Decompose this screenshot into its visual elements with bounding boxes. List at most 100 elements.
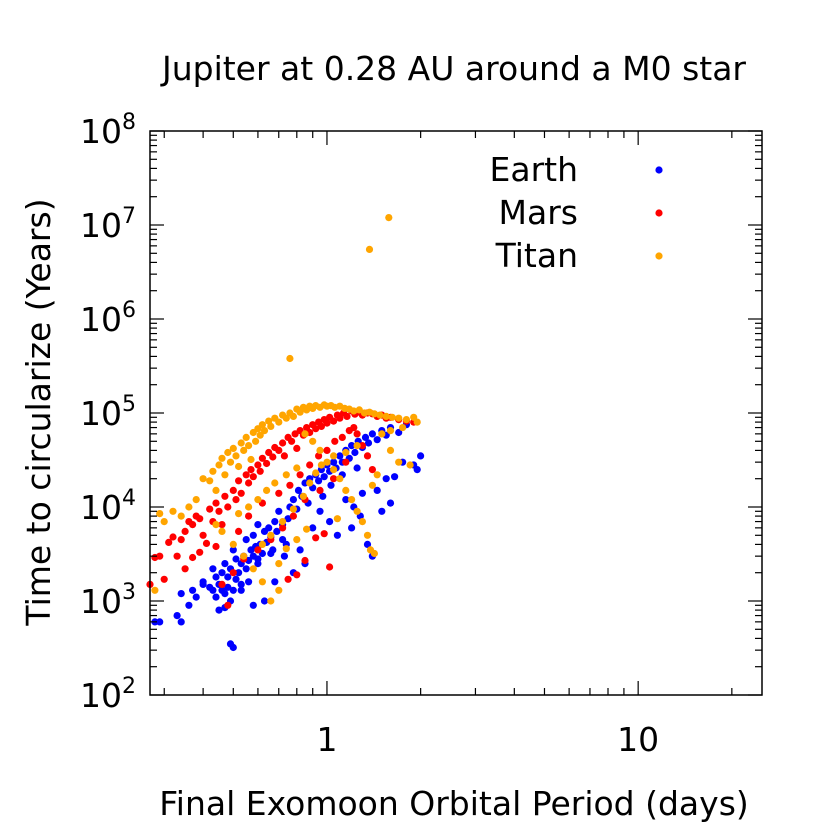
- data-point-mars: [242, 471, 250, 479]
- data-point-earth: [279, 536, 287, 544]
- data-point-titan: [275, 560, 283, 568]
- data-point-titan: [156, 509, 164, 518]
- data-point-earth: [320, 473, 328, 481]
- data-point-earth: [378, 507, 386, 515]
- data-point-titan: [229, 540, 237, 549]
- data-point-mars: [363, 452, 372, 460]
- data-point-titan: [388, 413, 396, 421]
- data-point-mars: [258, 454, 266, 462]
- data-point-earth: [348, 524, 356, 532]
- data-point-mars: [245, 479, 253, 487]
- data-point-mars: [224, 503, 232, 511]
- data-point-earth: [382, 475, 390, 483]
- data-point-titan: [245, 442, 253, 450]
- data-point-earth: [342, 496, 350, 504]
- data-point-titan: [363, 531, 372, 539]
- y-tick-label: 104: [80, 486, 136, 527]
- data-point-titan: [282, 414, 290, 422]
- data-point-titan: [317, 461, 325, 469]
- data-point-titan: [348, 496, 356, 504]
- data-point-mars: [235, 527, 243, 536]
- data-point-earth: [267, 549, 275, 558]
- data-point-titan: [336, 475, 344, 483]
- data-point-earth: [221, 590, 229, 598]
- data-point-titan: [235, 509, 243, 518]
- data-point-earth: [327, 481, 335, 489]
- data-point-titan: [293, 464, 301, 472]
- data-point-mars: [169, 533, 177, 541]
- data-point-earth: [368, 430, 376, 438]
- data-point-earth: [242, 536, 250, 544]
- data-point-mars: [218, 521, 226, 529]
- data-point-earth: [265, 524, 273, 532]
- data-point-earth: [336, 452, 344, 460]
- data-point-earth: [221, 560, 229, 568]
- data-point-titan: [301, 430, 309, 438]
- data-point-earth: [224, 583, 232, 591]
- data-point-mars: [288, 437, 296, 445]
- data-point-mars: [342, 458, 350, 466]
- axes: 1 10 102 103 104 105 106 107 108: [80, 110, 763, 759]
- data-point-earth: [363, 540, 372, 549]
- data-point-titan: [254, 496, 262, 504]
- data-point-titan: [212, 521, 220, 529]
- data-point-titan: [260, 427, 269, 435]
- data-point-mars: [336, 414, 344, 422]
- data-point-mars: [269, 453, 277, 461]
- data-point-earth: [326, 518, 334, 526]
- data-point-mars: [173, 552, 181, 560]
- data-point-mars: [202, 539, 211, 548]
- data-point-earth: [391, 473, 399, 481]
- data-point-earth: [249, 601, 257, 609]
- data-point-mars: [317, 422, 325, 430]
- data-point-earth: [296, 546, 304, 554]
- data-point-titan: [232, 452, 240, 460]
- data-point-earth: [218, 569, 226, 577]
- data-point-mars: [212, 542, 220, 551]
- data-point-mars: [286, 481, 294, 489]
- data-point-titan: [151, 586, 159, 594]
- data-point-titan: [373, 471, 381, 479]
- data-point-earth: [275, 507, 283, 515]
- data-point-mars: [232, 496, 240, 504]
- data-point-titan: [209, 467, 217, 475]
- data-point-titan: [271, 479, 279, 487]
- data-point-earth: [373, 486, 381, 494]
- data-point-titan: [258, 421, 266, 429]
- data-point-earth: [185, 601, 193, 609]
- data-point-earth: [173, 612, 181, 620]
- data-point-titan: [221, 471, 229, 479]
- data-point-earth: [395, 428, 403, 437]
- data-point-earth: [271, 578, 279, 586]
- data-point-titan: [282, 471, 290, 479]
- chart-title: Jupiter at 0.28 AU around a M0 star: [160, 49, 746, 88]
- data-point-earth: [245, 578, 253, 586]
- data-point-earth: [209, 565, 217, 573]
- data-point-titan: [370, 410, 378, 418]
- data-point-titan: [289, 505, 297, 513]
- data-point-titan: [306, 479, 314, 487]
- data-point-mars: [284, 575, 292, 583]
- data-point-titan: [235, 462, 243, 471]
- data-point-titan: [413, 418, 421, 426]
- data-point-mars: [279, 439, 287, 447]
- data-point-titan: [395, 458, 403, 466]
- data-point-titan: [342, 448, 350, 457]
- data-point-mars: [323, 446, 331, 454]
- legend-marker-mars: [655, 209, 663, 217]
- data-point-titan: [229, 444, 237, 452]
- data-point-earth: [156, 618, 164, 626]
- y-tick-label: 102: [80, 674, 136, 715]
- data-point-titan: [263, 486, 271, 494]
- data-point-mars: [293, 444, 301, 452]
- data-point-titan: [206, 477, 214, 485]
- data-point-earth: [260, 597, 269, 605]
- data-point-titan: [267, 531, 275, 539]
- data-point-titan: [312, 469, 320, 477]
- data-point-earth: [413, 466, 421, 474]
- data-point-titan: [212, 486, 220, 494]
- data-point-mars: [256, 467, 264, 475]
- legend-marker-titan: [655, 252, 663, 260]
- data-point-earth: [273, 527, 281, 536]
